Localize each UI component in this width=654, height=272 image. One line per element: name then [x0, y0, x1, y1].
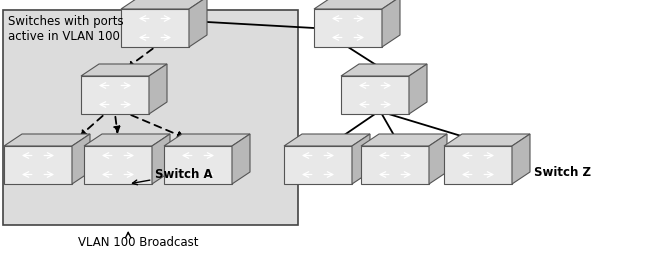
Polygon shape	[189, 0, 207, 47]
Polygon shape	[121, 9, 189, 47]
Polygon shape	[149, 64, 167, 114]
Polygon shape	[409, 64, 427, 114]
Polygon shape	[341, 76, 409, 114]
Polygon shape	[512, 134, 530, 184]
Polygon shape	[341, 64, 427, 76]
Polygon shape	[361, 134, 447, 146]
Polygon shape	[81, 76, 149, 114]
Polygon shape	[314, 0, 400, 9]
Polygon shape	[152, 134, 170, 184]
Polygon shape	[164, 134, 250, 146]
Polygon shape	[382, 0, 400, 47]
Polygon shape	[84, 134, 170, 146]
Polygon shape	[352, 134, 370, 184]
Text: Switch A: Switch A	[133, 168, 213, 185]
Polygon shape	[4, 134, 90, 146]
Polygon shape	[314, 9, 382, 47]
Polygon shape	[444, 134, 530, 146]
FancyBboxPatch shape	[3, 10, 298, 225]
Polygon shape	[72, 134, 90, 184]
Polygon shape	[164, 146, 232, 184]
Polygon shape	[232, 134, 250, 184]
Polygon shape	[429, 134, 447, 184]
Polygon shape	[284, 146, 352, 184]
Text: Switch Z: Switch Z	[534, 166, 591, 179]
Polygon shape	[444, 146, 512, 184]
Polygon shape	[81, 64, 167, 76]
Polygon shape	[361, 146, 429, 184]
Text: VLAN 100 Broadcast: VLAN 100 Broadcast	[78, 236, 199, 249]
Polygon shape	[121, 0, 207, 9]
Polygon shape	[4, 146, 72, 184]
Polygon shape	[84, 146, 152, 184]
Text: Switches with ports
active in VLAN 100: Switches with ports active in VLAN 100	[8, 15, 124, 43]
Polygon shape	[284, 134, 370, 146]
